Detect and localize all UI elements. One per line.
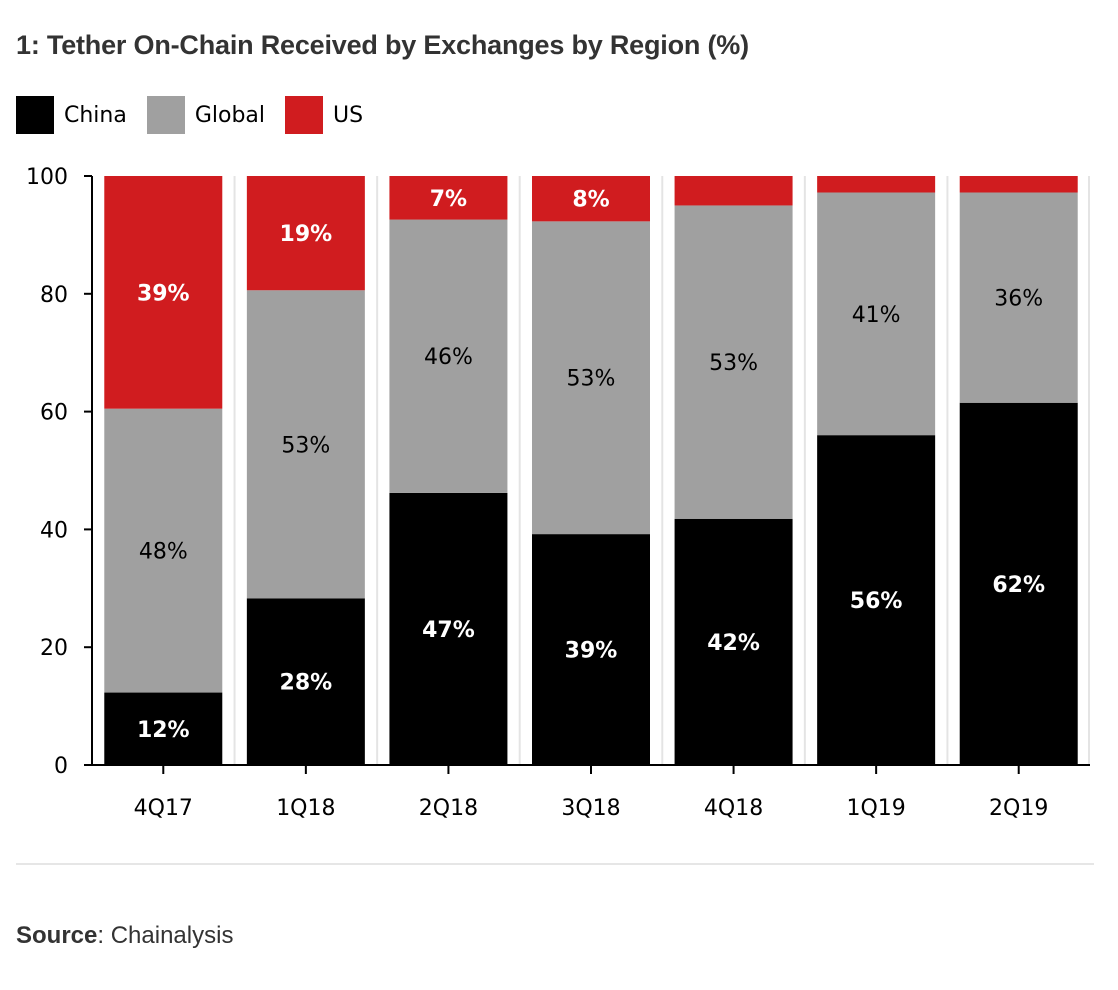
legend-swatch-us: [285, 96, 324, 134]
legend-swatch-global: [146, 96, 185, 134]
data-label-global-2q19: 36%: [994, 287, 1043, 312]
data-label-china-2q19: 62%: [992, 573, 1045, 598]
bar-global-1q19: [817, 192, 936, 436]
y-tick-label: 100: [26, 165, 68, 190]
data-label-china-3q18: 39%: [565, 639, 618, 664]
data-label-global-4q17: 48%: [139, 540, 188, 565]
bar-us-1q18: [246, 176, 365, 291]
data-label-china-4q17: 12%: [137, 718, 190, 743]
bar-china-4q17: [104, 692, 223, 765]
x-tick-label: 3Q18: [561, 796, 620, 821]
source-separator: :: [97, 922, 111, 949]
legend-label-global: Global: [194, 102, 266, 128]
divider: [16, 863, 1094, 865]
data-label-global-3q18: 53%: [567, 367, 616, 392]
y-tick-label: 20: [40, 636, 68, 661]
data-label-global-4q18: 53%: [709, 351, 758, 376]
legend-label-china: China: [64, 102, 127, 128]
chart-title: 1: Tether On-Chain Received by Exchanges…: [16, 30, 749, 60]
data-label-global-1q18: 53%: [281, 433, 330, 458]
bar-china-1q18: [246, 598, 365, 765]
stacked-bar-chart: 12% 48% 39% 28% 53% 19% 47% 46% 7% 39% 53% 8% 42% 53%…: [26, 165, 1090, 821]
bar-us-4q17: [104, 176, 223, 409]
legend-label-us: US: [333, 102, 364, 128]
bar-us-3q18: [532, 176, 650, 222]
data-label-china-1q19: 56%: [850, 589, 903, 614]
legend-item-china: China: [16, 96, 127, 134]
source-value: Chainalysis: [110, 922, 234, 949]
bar-china-4q18: [674, 518, 793, 765]
bar-us-2q19: [959, 176, 1078, 193]
bar-china-2q19: [959, 402, 1078, 765]
bar-global-4q18: [674, 205, 793, 519]
y-tick-label: 40: [40, 518, 68, 543]
legend: China Global US: [16, 96, 383, 134]
bar-us-1q19: [817, 176, 936, 193]
bar-us-4q18: [674, 176, 793, 206]
bar-us-2q18: [389, 176, 508, 220]
x-tick-label: 1Q19: [846, 796, 905, 821]
data-label-us-4q17: 39%: [137, 281, 190, 306]
y-tick-label: 60: [40, 401, 68, 426]
data-label-china-1q18: 28%: [280, 671, 333, 696]
bar-global-2q19: [959, 192, 1078, 403]
data-label-us-3q18: 8%: [572, 188, 609, 213]
x-tick-label: 1Q18: [276, 796, 335, 821]
x-tick-label: 2Q19: [989, 796, 1048, 821]
legend-item-us: US: [285, 96, 363, 134]
x-tick-label: 4Q18: [704, 796, 763, 821]
bar-china-1q19: [817, 435, 936, 765]
bar-global-3q18: [532, 221, 650, 535]
x-tick-label: 2Q18: [419, 796, 478, 821]
data-label-china-4q18: 42%: [707, 631, 760, 656]
legend-item-global: Global: [146, 96, 266, 134]
data-label-us-2q18: 7%: [430, 187, 467, 212]
data-label-us-1q18: 19%: [280, 222, 333, 247]
bar-global-2q18: [389, 219, 508, 493]
x-tick-label: 4Q17: [134, 796, 193, 821]
bar-global-4q17: [104, 408, 223, 693]
source-label: Source: [16, 922, 98, 949]
bar-china-3q18: [532, 534, 650, 765]
legend-swatch-china: [16, 96, 54, 134]
data-label-global-2q18: 46%: [424, 345, 473, 370]
data-label-global-1q19: 41%: [852, 303, 901, 328]
y-tick-label: 80: [40, 283, 68, 308]
bar-china-2q18: [389, 492, 508, 765]
source-note: Source: Chainalysis: [16, 922, 233, 950]
bar-global-1q18: [246, 290, 365, 599]
data-label-china-2q18: 47%: [422, 618, 475, 643]
y-tick-label: 0: [54, 754, 68, 779]
